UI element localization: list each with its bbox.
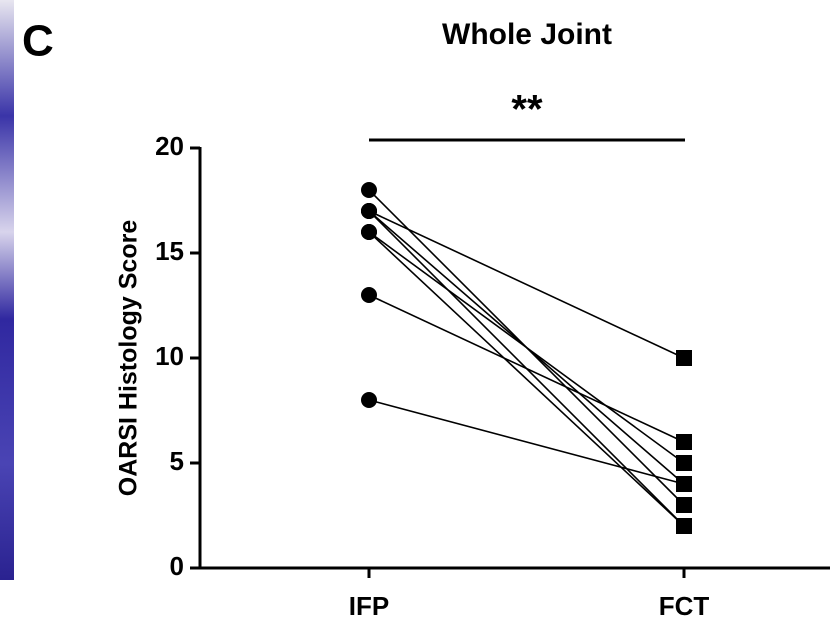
histology-image-edge xyxy=(0,0,14,580)
fct-marker xyxy=(676,455,692,471)
fct-marker xyxy=(676,518,692,534)
ifp-marker xyxy=(361,224,377,240)
fct-marker xyxy=(676,434,692,450)
significance-annotation: ** xyxy=(511,88,543,132)
y-tick-label: 0 xyxy=(170,551,184,581)
fct-marker xyxy=(676,476,692,492)
pair-line xyxy=(369,211,684,358)
ifp-marker xyxy=(361,392,377,408)
fct-marker xyxy=(676,350,692,366)
pair-line xyxy=(369,232,684,463)
panel-label: C xyxy=(22,17,54,66)
chart: C Whole Joint ** OARSI Histology Score 0… xyxy=(0,0,830,622)
y-tick-label: 20 xyxy=(155,131,184,161)
y-tick-label: 15 xyxy=(155,236,184,266)
pair-line xyxy=(369,295,684,442)
y-axis-label: OARSI Histology Score xyxy=(115,220,143,497)
fct-marker xyxy=(676,497,692,513)
ifp-marker xyxy=(361,287,377,303)
x-tick-label: IFP xyxy=(349,591,389,621)
ifp-marker xyxy=(361,203,377,219)
pair-line xyxy=(369,232,684,526)
y-tick-label: 5 xyxy=(170,446,184,476)
page: {"panel_label": "C", "chart_data": {"typ… xyxy=(0,0,830,622)
chart-title: Whole Joint xyxy=(442,18,612,51)
y-tick-label: 10 xyxy=(155,341,184,371)
x-tick-label: FCT xyxy=(659,591,710,621)
ifp-marker xyxy=(361,182,377,198)
